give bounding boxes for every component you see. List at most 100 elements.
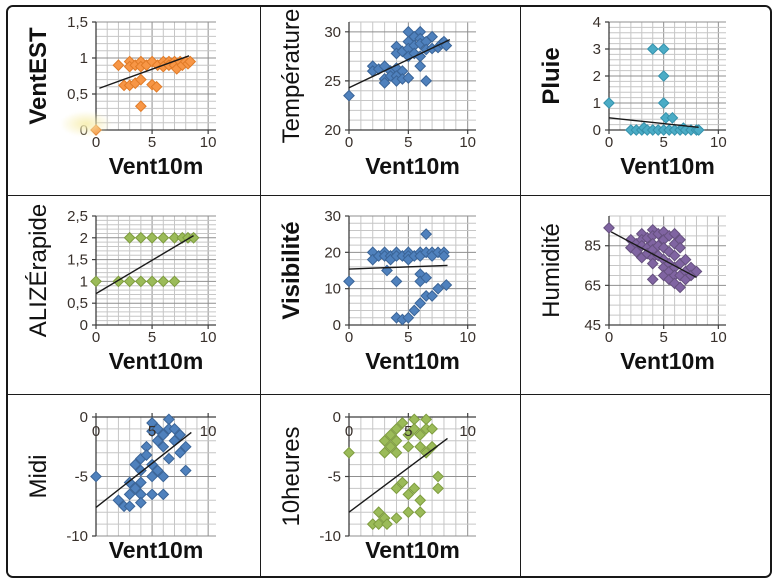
y-axis-title: Midi <box>25 454 52 498</box>
svg-text:3: 3 <box>593 41 601 58</box>
chart-ventest: 0 0,5 1 1,5 0 5 10 Vent10m VentEST <box>8 7 261 196</box>
svg-text:5: 5 <box>404 423 412 440</box>
svg-text:-5: -5 <box>328 469 341 486</box>
svg-text:30: 30 <box>324 24 341 41</box>
svg-text:30: 30 <box>324 208 341 225</box>
trendline <box>348 264 448 270</box>
x-axis-title: Vent10m <box>620 348 715 374</box>
svg-text:5: 5 <box>148 329 156 346</box>
chart-10heures: 0 -5 -10 0 5 10 Vent10m 10heures <box>261 395 521 576</box>
tick-labels: 0 -5 -10 0 5 10 <box>66 409 216 545</box>
svg-text:2,5: 2,5 <box>67 208 88 225</box>
svg-text:0: 0 <box>80 122 88 139</box>
svg-text:2: 2 <box>593 68 601 85</box>
chart-aliz-rapide: 0 0,5 1 1,5 2 2,5 0 5 10 Vent10m ALIZÉrapide <box>8 196 261 395</box>
svg-text:5: 5 <box>148 423 156 440</box>
chart-pluie: 0 1 2 3 4 0 5 10 Vent10m Pluie <box>521 7 770 196</box>
svg-text:20: 20 <box>324 244 341 261</box>
svg-text:5: 5 <box>660 134 668 151</box>
svg-text:0: 0 <box>605 134 613 151</box>
chart-humidit-: 45 65 85 0 5 10 Vent10m Humidité <box>521 196 770 395</box>
svg-text:5: 5 <box>404 134 412 151</box>
tick-labels: 20 25 30 0 5 10 <box>324 24 476 151</box>
svg-text:1: 1 <box>80 50 88 67</box>
y-axis-title: Visibilité <box>278 221 305 319</box>
data-points <box>90 55 197 136</box>
tick-labels: 0 10 20 30 0 5 10 <box>324 208 476 346</box>
tick-labels: 45 65 85 0 5 10 <box>584 238 726 346</box>
data-points <box>343 413 444 531</box>
svg-text:10: 10 <box>710 329 727 346</box>
svg-text:10: 10 <box>200 134 217 151</box>
svg-text:10: 10 <box>710 134 727 151</box>
chart-visibilit-: 0 10 20 30 0 5 10 Vent10m Visibilité <box>261 196 521 395</box>
data-points <box>90 413 192 513</box>
trendline <box>610 231 697 279</box>
svg-text:0: 0 <box>345 329 353 346</box>
trendline <box>99 55 190 89</box>
svg-text:10: 10 <box>459 134 476 151</box>
svg-text:65: 65 <box>584 277 601 294</box>
chart-midi: 0 -5 -10 0 5 10 Vent10m Midi <box>8 395 261 576</box>
svg-text:-10: -10 <box>319 528 341 545</box>
svg-text:4: 4 <box>593 14 601 31</box>
svg-text:10: 10 <box>459 329 476 346</box>
trendline <box>608 117 699 128</box>
x-axis-title: Vent10m <box>109 537 204 563</box>
trendline <box>348 39 451 89</box>
svg-text:1: 1 <box>593 95 601 112</box>
svg-text:10: 10 <box>200 329 217 346</box>
svg-text:5: 5 <box>404 329 412 346</box>
svg-text:0,5: 0,5 <box>67 295 88 312</box>
tick-labels: 0 1 2 3 4 0 5 10 <box>593 14 727 151</box>
10heures-plot: 0 -5 -10 0 5 10 Vent10m 10heures <box>278 409 476 563</box>
data-points <box>603 43 705 136</box>
svg-text:1,5: 1,5 <box>67 252 88 269</box>
temp-rature-plot: 20 25 30 0 5 10 Vent10m Température <box>278 9 476 179</box>
svg-text:0: 0 <box>92 329 100 346</box>
x-axis-title: Vent10m <box>620 153 715 179</box>
y-axis-title: Pluie <box>538 47 565 104</box>
svg-text:0: 0 <box>345 134 353 151</box>
tick-labels: 00,511,522,50 5 10 <box>67 208 216 346</box>
y-axis-title: 10heures <box>278 426 305 526</box>
svg-text:0: 0 <box>593 122 601 139</box>
x-axis-title: Vent10m <box>109 153 204 179</box>
svg-text:0: 0 <box>333 317 341 334</box>
svg-text:10: 10 <box>200 423 217 440</box>
y-axis-title: VentEST <box>25 27 52 125</box>
trendline <box>95 235 194 295</box>
svg-text:-10: -10 <box>66 528 88 545</box>
y-axis-title: Température <box>278 9 305 144</box>
svg-text:5: 5 <box>148 134 156 151</box>
svg-text:10: 10 <box>324 281 341 298</box>
data-points <box>603 221 703 294</box>
y-axis-title: Humidité <box>538 223 565 318</box>
empty-cell <box>521 395 770 576</box>
svg-text:0: 0 <box>92 134 100 151</box>
svg-text:0: 0 <box>605 329 613 346</box>
svg-text:0: 0 <box>80 317 88 334</box>
data-points <box>343 25 453 102</box>
humidit--plot: 45 65 85 0 5 10 Vent10m Humidité <box>538 215 727 374</box>
svg-text:20: 20 <box>324 122 341 139</box>
gridlines <box>95 215 216 326</box>
trendline <box>348 437 448 513</box>
midi-plot: 0 -5 -10 0 5 10 Vent10m Midi <box>25 409 216 563</box>
svg-text:2: 2 <box>80 230 88 247</box>
x-axis-title: Vent10m <box>365 348 460 374</box>
svg-text:0: 0 <box>80 409 88 426</box>
scatter-matrix: 0 0,5 1 1,5 0 5 10 Vent10m VentEST 20 25 30 0 5 10 Ven… <box>6 5 772 578</box>
svg-text:0: 0 <box>333 409 341 426</box>
svg-text:1: 1 <box>80 273 88 290</box>
svg-text:-5: -5 <box>75 469 88 486</box>
svg-text:5: 5 <box>660 329 668 346</box>
data-points <box>343 228 453 326</box>
svg-text:0,5: 0,5 <box>67 86 88 103</box>
x-axis-title: Vent10m <box>365 153 460 179</box>
svg-text:0: 0 <box>92 423 100 440</box>
svg-text:0: 0 <box>345 423 353 440</box>
svg-text:10: 10 <box>459 423 476 440</box>
x-axis-title: Vent10m <box>109 348 204 374</box>
y-axis-title: ALIZÉrapide <box>25 204 52 337</box>
